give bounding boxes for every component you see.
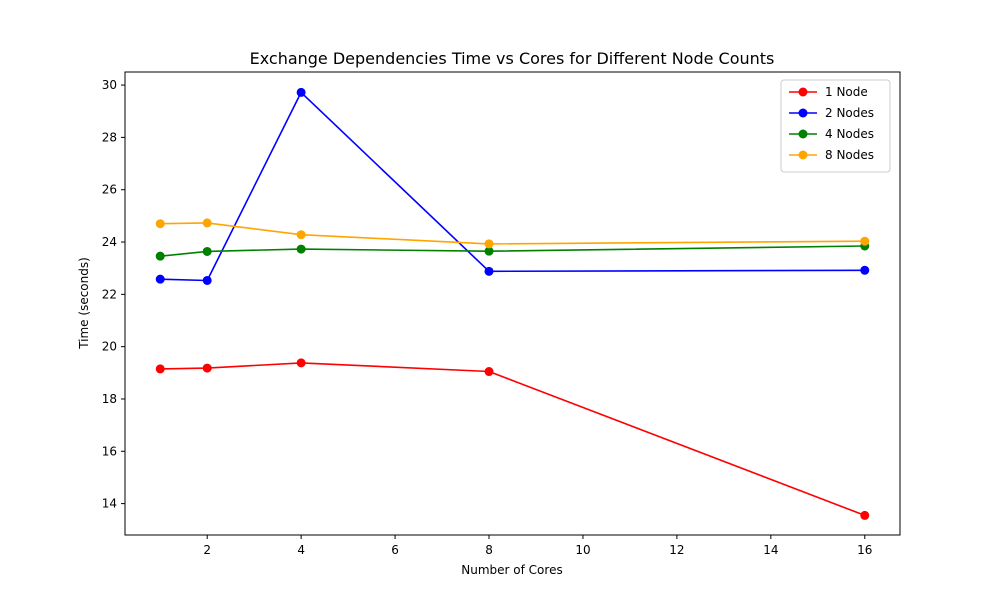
y-tick-label: 24 (102, 235, 117, 249)
legend-label-2-nodes: 2 Nodes (825, 106, 874, 120)
data-point-4-nodes (296, 244, 306, 254)
x-tick-label: 12 (669, 543, 684, 557)
data-point-2-nodes (484, 266, 494, 276)
data-point-2-nodes (296, 87, 306, 97)
series-layer (155, 87, 870, 520)
y-tick-label: 14 (102, 497, 117, 511)
y-axis-title: Time (seconds) (77, 257, 91, 350)
x-tick-label: 14 (763, 543, 778, 557)
data-point-4-nodes (202, 246, 212, 256)
data-point-8-nodes (155, 219, 165, 229)
series-line-4-nodes (160, 245, 865, 257)
legend-item-1-node: 1 Node (789, 85, 868, 99)
y-tick-label: 22 (102, 287, 117, 301)
x-tick-label: 2 (203, 543, 211, 557)
series-2-nodes (155, 87, 870, 285)
data-point-2-nodes (155, 274, 165, 284)
legend-label-1-node: 1 Node (825, 85, 868, 99)
data-point-8-nodes (484, 239, 494, 249)
y-tick-label: 28 (102, 130, 117, 144)
series-line-2-nodes (160, 91, 865, 282)
y-tick-label: 30 (102, 78, 117, 92)
data-point-1-node (155, 364, 165, 374)
x-axis: 2 4 6 8 10 12 14 16 (203, 535, 872, 557)
x-tick-label: 6 (391, 543, 399, 557)
x-axis-title: Number of Cores (461, 563, 562, 577)
data-point-1-node (484, 367, 494, 377)
y-tick-label: 16 (102, 444, 117, 458)
x-tick-label: 10 (575, 543, 590, 557)
data-point-1-node (296, 358, 306, 368)
legend-marker-2-nodes (798, 108, 808, 118)
x-tick-label: 16 (857, 543, 872, 557)
y-tick-label: 26 (102, 183, 117, 197)
data-point-8-nodes (202, 218, 212, 228)
series-1-node (155, 358, 870, 520)
legend-box (780, 79, 891, 173)
series-4-nodes (155, 241, 870, 261)
plot-area-frame (124, 71, 901, 536)
x-tick-label: 8 (485, 543, 493, 557)
y-tick-label: 20 (102, 340, 117, 354)
data-point-2-nodes (202, 275, 212, 285)
data-point-1-node (202, 363, 212, 373)
series-line-1-node (160, 362, 866, 517)
data-point-1-node (860, 510, 870, 520)
legend-item-4-nodes: 4 Nodes (789, 127, 874, 141)
y-axis: 14 16 18 20 22 24 26 28 30 (102, 78, 125, 511)
legend-item-8-nodes: 8 Nodes (789, 148, 874, 162)
legend-label-8-nodes: 8 Nodes (825, 148, 874, 162)
series-8-nodes (155, 218, 870, 249)
data-point-8-nodes (296, 230, 306, 240)
data-point-4-nodes (155, 251, 165, 261)
data-point-2-nodes (860, 265, 870, 275)
legend: 1 Node 2 Nodes 4 Nodes 8 Nodes (780, 79, 891, 173)
legend-label-4-nodes: 4 Nodes (825, 127, 874, 141)
series-line-8-nodes (160, 222, 865, 245)
legend-item-2-nodes: 2 Nodes (789, 106, 874, 120)
chart-title: Exchange Dependencies Time vs Cores for … (250, 49, 775, 68)
x-tick-label: 4 (297, 543, 305, 557)
legend-marker-1-node (798, 87, 808, 97)
legend-marker-8-nodes (798, 150, 808, 160)
legend-marker-4-nodes (798, 129, 808, 139)
y-tick-label: 18 (102, 392, 117, 406)
data-point-4-nodes (484, 246, 494, 256)
data-point-8-nodes (860, 236, 870, 246)
